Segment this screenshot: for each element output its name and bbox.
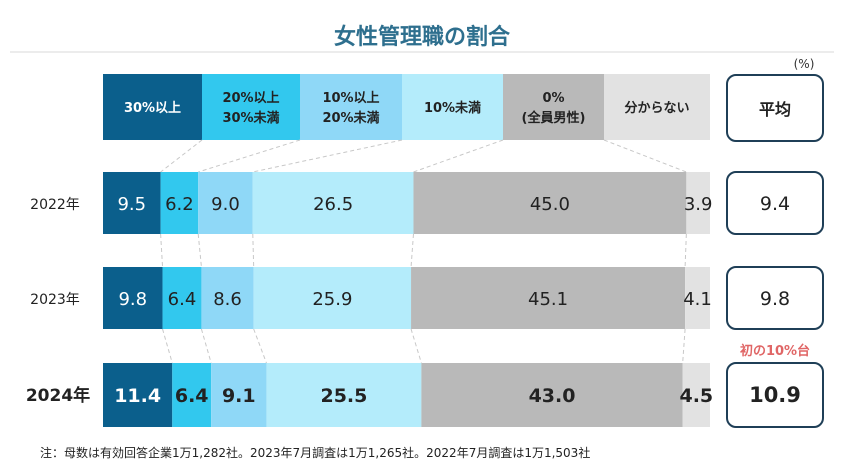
data-label: 6.4 (168, 289, 197, 310)
legend-label: 30%以上 (124, 101, 181, 116)
bar-segment (103, 172, 161, 234)
bar-segment (198, 172, 253, 234)
data-label: 45.1 (528, 289, 568, 310)
chart-title: 女性管理職の割合 (334, 24, 511, 50)
data-label: 9.5 (117, 194, 146, 215)
bar-segment (685, 267, 710, 329)
average-box (726, 362, 824, 428)
legend-label: 10%以上 (322, 91, 379, 106)
legend-label: 20%以上 (222, 91, 279, 106)
connector-line (682, 328, 686, 364)
bar-segment (682, 363, 710, 427)
legend-label: (全員男性) (522, 110, 586, 126)
legend-swatch (202, 74, 300, 140)
legend-swatch (103, 74, 202, 140)
average-value: 9.8 (760, 288, 790, 310)
average-header-box (726, 74, 824, 142)
bar-segment (103, 363, 173, 427)
bar-segment (266, 363, 422, 427)
connector-line (410, 233, 414, 268)
bar-segment (411, 267, 686, 329)
data-label: 9.8 (118, 289, 147, 310)
connector-line (160, 233, 164, 268)
footnote: 注：母数は有効回答企業1万1,282社。2023年7月調査は1万1,265社。2… (40, 445, 590, 460)
data-label: 4.1 (683, 289, 712, 310)
data-label: 3.9 (684, 194, 713, 215)
legend-label: 10%未満 (424, 100, 481, 116)
connector-line (197, 233, 202, 268)
data-label: 8.6 (213, 289, 242, 310)
bar-segment (421, 363, 683, 427)
legend-swatch (300, 74, 402, 140)
connector-line (253, 328, 267, 364)
annotation-label: 初の10%台 (740, 343, 810, 359)
average-value: 9.4 (760, 193, 790, 215)
connector-line (603, 139, 687, 173)
bar-segment (103, 267, 163, 329)
connector-line (413, 139, 504, 173)
connector-line (160, 139, 203, 173)
data-label: 4.5 (679, 385, 713, 407)
category-label: 2024年 (26, 385, 90, 406)
legend-swatch (402, 74, 503, 140)
bar-segment (201, 267, 254, 329)
data-label: 6.4 (175, 385, 209, 407)
average-value: 10.9 (749, 383, 801, 407)
connector-line (162, 328, 173, 364)
data-label: 9.0 (211, 194, 240, 215)
bar-segment (211, 363, 267, 427)
bar-segment (686, 172, 710, 234)
average-box (726, 266, 824, 330)
bar-segment (172, 363, 212, 427)
legend-swatch (503, 74, 604, 140)
bar-segment (253, 267, 412, 329)
data-label: 9.1 (222, 385, 256, 407)
legend-swatch (604, 74, 710, 140)
data-label: 43.0 (529, 385, 576, 407)
data-label: 6.2 (165, 194, 194, 215)
connector-line (252, 233, 255, 268)
average-header: 平均 (759, 100, 791, 119)
data-label: 45.0 (530, 194, 570, 215)
legend-label: 0% (542, 91, 564, 106)
bar-segment (413, 172, 687, 234)
data-label: 25.9 (312, 289, 352, 310)
bar-segment (160, 172, 199, 234)
category-label: 2023年 (30, 292, 80, 308)
bar-segment (162, 267, 202, 329)
connector-line (200, 328, 212, 364)
unit-label: (%) (794, 57, 815, 71)
connector-line (410, 328, 422, 364)
category-label: 2022年 (30, 197, 80, 213)
connector-line (198, 139, 301, 173)
data-label: 26.5 (313, 194, 353, 215)
data-label: 25.5 (320, 385, 367, 407)
connector-line (252, 139, 403, 173)
legend-label: 分からない (624, 100, 689, 116)
bar-segment (252, 172, 414, 234)
legend-label: 20%未満 (322, 110, 379, 126)
average-box (726, 171, 824, 235)
data-label: 11.4 (114, 385, 161, 407)
connector-line (684, 233, 687, 268)
legend-label: 30%未満 (222, 110, 279, 126)
